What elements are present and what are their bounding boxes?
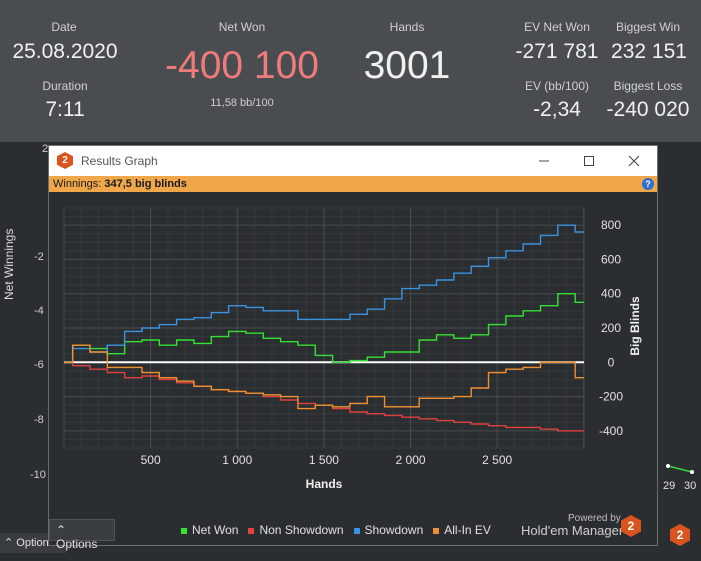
net-won-bb100: 11,58 bb/100 (210, 97, 274, 109)
background-tick: 2 (42, 143, 49, 155)
date-label: Date (51, 20, 77, 34)
winnings-value: 347,5 big blinds (104, 178, 187, 190)
x-tick-label: 500 (141, 453, 161, 467)
results-chart: 500 1 000 1 500 2 000 2 500 800 600 400 200 0 -20… (63, 207, 642, 491)
background-right-chart (657, 148, 697, 478)
close-button[interactable] (611, 146, 657, 176)
x-tick-label: 2 500 (482, 453, 512, 467)
dialog-titlebar[interactable]: 2 Results Graph (49, 146, 657, 176)
y-tick-label: 400 (601, 287, 621, 301)
legend-swatch (181, 527, 187, 534)
biggest-loss-label: Biggest Loss (613, 79, 683, 93)
x-tick-labels: 500 1 000 1 500 2 000 2 500 (141, 453, 513, 467)
background-tick: -2 (34, 251, 44, 263)
biggest-win-label: Biggest Win (615, 20, 681, 34)
y-tick-label: 200 (601, 321, 621, 335)
background-right-line (666, 464, 694, 474)
legend-item: Showdown (353, 523, 424, 537)
x-tick-label: 1 500 (309, 453, 339, 467)
background-tick: -8 (34, 414, 44, 426)
y-tick-labels: 800 600 400 200 0 -200 -400 (599, 218, 623, 438)
winnings-info: Winnings: 347,5 big blinds (53, 178, 187, 190)
duration-value: 7:11 (45, 98, 85, 121)
legend-item: Non Showdown (248, 523, 344, 537)
results-graph-dialog: 2 Results Graph Winnings: 347,5 big blin… (49, 146, 657, 551)
y-axis-title: Big Blinds (628, 296, 642, 356)
series-lines (64, 224, 584, 432)
ev-net-won-value: -271 781 (515, 40, 599, 63)
winnings-info-bar: Winnings: 347,5 big blinds ? (49, 176, 657, 192)
legend-swatch (248, 527, 255, 534)
ev-bb100-label: EV (bb/100) (524, 79, 590, 93)
maximize-button[interactable] (566, 146, 612, 176)
duration-label: Duration (42, 79, 88, 93)
legend-swatch (353, 527, 360, 534)
powered-by-label: Powered by (568, 513, 621, 524)
ev-bb100-value: -2,34 (533, 98, 581, 121)
hm-logo-icon: 2 (57, 152, 73, 169)
minimize-icon (539, 160, 549, 162)
background-tick: -4 (34, 305, 44, 317)
legend-label: All-In EV (444, 523, 491, 537)
brand-name: Hold'em Manager (521, 523, 624, 538)
y-tick-label: 0 (608, 355, 615, 369)
legend-label: Non Showdown (259, 523, 344, 537)
legend-item: Net Won (181, 523, 238, 537)
stats-bar: Date 25.08.2020 Duration 7:11 Net Won -4… (0, 0, 701, 142)
ev-net-won-label: EV Net Won (524, 20, 590, 34)
maximize-icon (584, 156, 594, 166)
x-tick-label: 2 000 (396, 453, 426, 467)
net-won-label: Net Won (218, 20, 266, 34)
legend-item: All-In EV (433, 523, 491, 537)
winnings-label: Winnings: (53, 178, 102, 190)
net-won-value: -400 100 (165, 44, 319, 87)
chart-grid (64, 207, 585, 449)
background-axis-title: Net Winnings (2, 228, 16, 300)
legend-swatch (433, 527, 440, 534)
y-tick-label: 600 (601, 252, 621, 266)
series-line-net-won (64, 293, 584, 363)
legend-label: Net Won (192, 523, 239, 537)
hands-label: Hands (389, 20, 425, 34)
date-value: 25.08.2020 (12, 40, 118, 63)
dialog-title: Results Graph (81, 154, 158, 168)
biggest-loss-value: -240 020 (606, 98, 690, 121)
x-tick-label: 1 000 (222, 453, 252, 467)
hm-brand-logo-icon: 2 (621, 515, 641, 537)
background-hm-logo-icon: 2 (670, 524, 690, 546)
hands-value: 3001 (363, 44, 451, 87)
background-tick: -10 (30, 469, 46, 481)
close-icon (628, 155, 640, 167)
series-line-all-in-ev (64, 344, 584, 410)
background-tick: -6 (34, 359, 44, 371)
x-axis-title: Hands (306, 477, 343, 491)
background-right-tick: 29 (663, 480, 676, 492)
background-right-tick: 30 (684, 480, 697, 492)
help-icon[interactable]: ? (642, 178, 654, 190)
y-tick-label: -200 (599, 390, 623, 404)
y-tick-label: -400 (599, 424, 623, 438)
options-button[interactable]: ⌃ Options (49, 519, 115, 551)
biggest-win-value: 232 151 (611, 40, 687, 63)
minimize-button[interactable] (521, 146, 567, 176)
chart-legend: Net Won Non Showdown Showdown All-In EV (181, 523, 501, 537)
background-options-label: Options (16, 537, 55, 549)
options-label: Options (56, 537, 98, 551)
series-line-showdown (64, 224, 584, 363)
legend-label: Showdown (364, 523, 424, 537)
y-tick-label: 800 (601, 218, 621, 232)
